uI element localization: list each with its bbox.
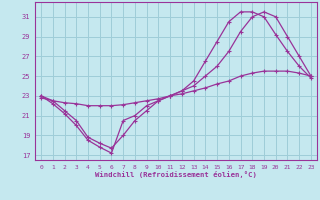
X-axis label: Windchill (Refroidissement éolien,°C): Windchill (Refroidissement éolien,°C) — [95, 171, 257, 178]
